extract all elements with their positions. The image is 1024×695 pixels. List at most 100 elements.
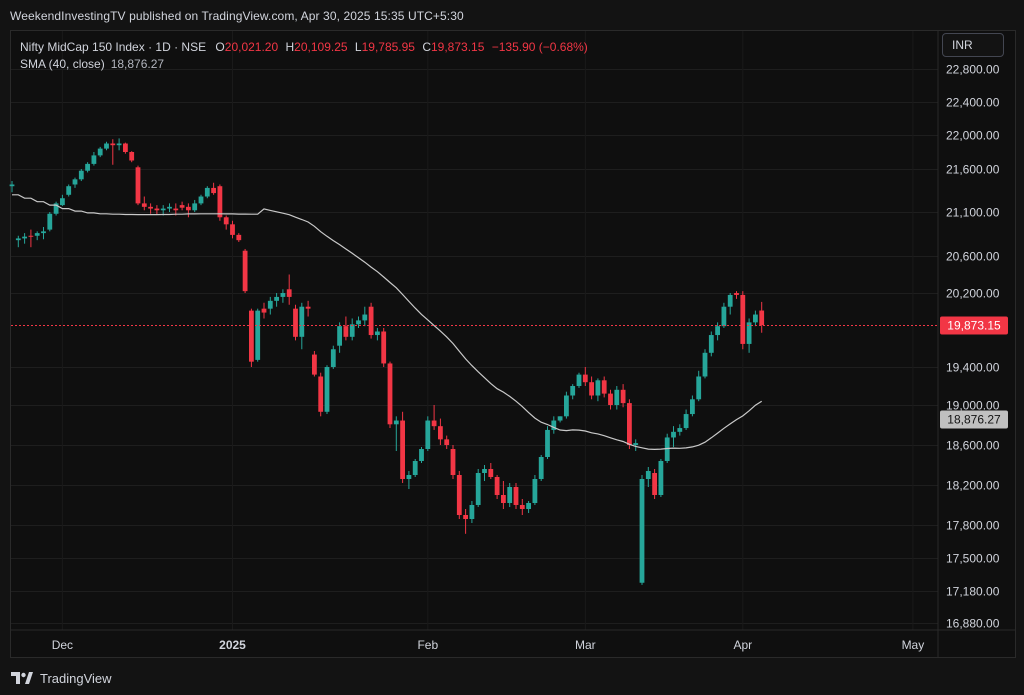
candle-body [204, 187, 210, 197]
candle-body [160, 208, 166, 211]
ohlc-legend: Nifty MidCap 150 Index · 1D · NSE O20,02… [20, 40, 588, 54]
candle-body [280, 293, 286, 297]
candle-body [85, 163, 90, 171]
candle [444, 435, 450, 449]
candle-body [564, 395, 569, 417]
candle [696, 370, 702, 402]
candle [356, 316, 361, 328]
price-axis: 22,800.00 22,400.00 22,000.00 21,600.00 21,1… [946, 63, 1000, 631]
candle-body [645, 471, 651, 479]
chart-panel[interactable] [10, 30, 1016, 658]
candle [475, 469, 481, 507]
candle-body [488, 469, 494, 477]
candle-body [34, 233, 40, 236]
candle-body [727, 294, 733, 307]
y-tick-label: 19,000.00 [946, 399, 1000, 413]
x-tick-label: May [902, 638, 925, 652]
candle [734, 291, 739, 299]
sma-label: SMA (40, close) [20, 57, 105, 71]
candle [375, 327, 380, 341]
candle [204, 186, 210, 199]
candle-body [192, 203, 198, 211]
candle [683, 409, 689, 430]
candle-body [501, 495, 506, 503]
candle [22, 233, 27, 244]
sma-price-tag-label: 18,876.27 [947, 413, 1001, 427]
x-tick-label: Apr [733, 638, 752, 652]
candle-body [513, 487, 519, 505]
candle [494, 475, 500, 499]
candle [110, 139, 116, 165]
candle-body [267, 300, 273, 309]
candle-body [236, 234, 242, 241]
grid [11, 31, 938, 630]
y-tick-label: 17,180.00 [946, 585, 1000, 599]
candle [223, 215, 229, 230]
candle [85, 162, 90, 173]
candle [66, 184, 72, 197]
candle [312, 351, 317, 377]
candle-body [293, 308, 298, 337]
candle [627, 399, 632, 449]
candle [15, 235, 21, 248]
candle [97, 146, 103, 158]
candle-body [141, 203, 147, 207]
sma-line [12, 194, 763, 451]
candle-body [60, 198, 65, 206]
footer-brand[interactable]: TradingView [10, 668, 112, 688]
candle-body [154, 208, 160, 211]
candle-body [475, 473, 481, 505]
candle [154, 205, 160, 215]
candle-body [690, 399, 695, 415]
candle [381, 327, 387, 367]
candle-body [242, 250, 248, 292]
candle-body [570, 386, 576, 396]
candle-body [116, 143, 122, 146]
candle-body [406, 475, 412, 479]
last-price-tag-label: 19,873.15 [947, 319, 1001, 333]
candle-body [299, 306, 305, 337]
open-label: O [215, 40, 225, 54]
candle-body [608, 393, 613, 405]
candle-body [759, 310, 765, 326]
candle [488, 463, 494, 479]
candle-body [746, 322, 752, 344]
candle-body [186, 206, 191, 211]
candle-body [683, 414, 689, 429]
sma-legend[interactable]: SMA (40, close) 18,876.27 [20, 57, 164, 71]
y-tick-label: 21,100.00 [946, 206, 1000, 220]
candle-body [356, 320, 361, 325]
candle [305, 300, 311, 317]
candle [230, 220, 235, 239]
candle-body [15, 238, 21, 241]
candle-body [633, 443, 639, 445]
candle [589, 376, 594, 400]
candle [740, 291, 746, 350]
candle-body [507, 487, 513, 503]
symbol-title[interactable]: Nifty MidCap 150 Index · 1D · NSE [20, 40, 207, 54]
candle-body [715, 326, 720, 336]
candle [362, 306, 368, 327]
candle-body [519, 505, 525, 509]
candle-body [620, 389, 626, 404]
candle [419, 447, 424, 463]
candle [280, 289, 286, 303]
candle [148, 203, 153, 214]
candle-body [381, 331, 387, 364]
candle [91, 152, 97, 166]
candle [387, 361, 393, 429]
tradingview-logo-icon [11, 672, 33, 684]
candle [60, 194, 65, 206]
candle-body [217, 186, 223, 218]
currency-button[interactable]: INR [942, 33, 1004, 57]
candle [746, 318, 752, 353]
candle-body [123, 143, 128, 152]
candle [255, 308, 261, 362]
candle-body [78, 170, 84, 180]
candle [564, 391, 569, 419]
candle-body [557, 416, 563, 421]
price-tags: 19,873.15 18,876.27 [940, 316, 1008, 429]
candle [28, 229, 34, 248]
candle [557, 416, 563, 423]
